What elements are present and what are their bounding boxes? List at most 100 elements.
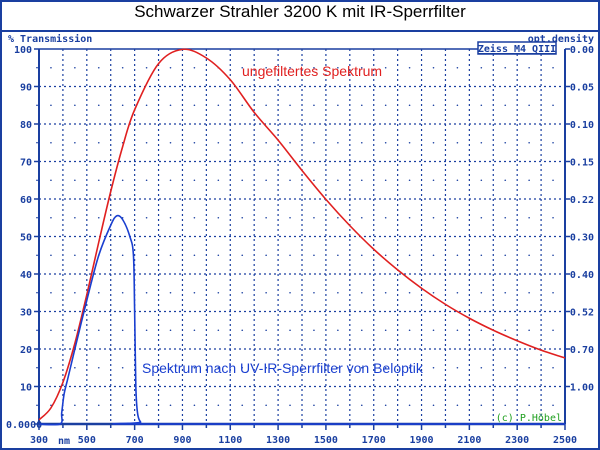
grid-dot (456, 104, 459, 107)
grid-dot (145, 291, 148, 294)
grid-dot (145, 216, 148, 219)
grid-dot (145, 404, 148, 407)
grid-dot (456, 66, 459, 69)
grid-dot (504, 404, 507, 407)
grid-dot (360, 366, 363, 369)
grid-dot (360, 66, 363, 69)
grid-dot (456, 291, 459, 294)
grid-dot (193, 179, 196, 182)
grid-dot (480, 291, 483, 294)
grid-dot (50, 179, 52, 182)
grid-dot (504, 366, 507, 369)
grid-dot (193, 291, 196, 294)
x-tick-label: 300 (30, 435, 48, 446)
grid-dot (121, 104, 124, 107)
grid-dot (384, 66, 387, 69)
y-tick-label: 100 (14, 45, 32, 56)
y2-tick-label: 0.00 (570, 45, 594, 56)
instrument-box (477, 41, 557, 55)
grid-dot (74, 216, 76, 219)
grid-dot (456, 179, 459, 182)
grid-dot (480, 141, 483, 144)
grid-dot (313, 404, 315, 407)
grid-dot (97, 216, 100, 219)
grid-dot (193, 366, 196, 369)
grid-dot (480, 404, 483, 407)
grid-dot (384, 104, 387, 107)
grid-dot (169, 254, 172, 257)
grid-dot (552, 329, 554, 332)
y2-tick-label: 0.52 (570, 308, 594, 319)
grid-dot (456, 366, 459, 369)
grid-dot (384, 291, 387, 294)
grid-dot (432, 141, 435, 144)
legend-filtered: Spektrum nach UV-IR-Sperrfilter von Belo… (142, 360, 424, 376)
grid-dot (50, 254, 52, 257)
grid-dot (145, 179, 148, 182)
grid-dot (528, 179, 530, 182)
grid-dot (456, 216, 459, 219)
y-tick-label: 30 (20, 308, 32, 319)
grid-dot (552, 366, 554, 369)
y2-tick-label: 0.30 (570, 233, 594, 244)
grid-dot (121, 291, 124, 294)
grid-dot (193, 66, 196, 69)
grid-dot (265, 366, 267, 369)
grid-dot (265, 329, 267, 332)
grid-dot (313, 366, 315, 369)
grid-dot (265, 404, 267, 407)
grid-dot (193, 254, 196, 257)
grid-dot (217, 366, 220, 369)
grid-dot (432, 216, 435, 219)
grid-dot (408, 254, 411, 257)
x-tick-label: 1900 (409, 435, 433, 446)
grid-dot (74, 254, 76, 257)
grid-dot (337, 291, 339, 294)
grid-dot (456, 404, 459, 407)
grid-dot (74, 329, 76, 332)
grid-dot (313, 291, 315, 294)
grid-dot (169, 179, 172, 182)
grid-dot (456, 141, 459, 144)
grid-dot (480, 104, 483, 107)
grid-dot (313, 254, 315, 257)
grid-dot (408, 104, 411, 107)
grid-dot (360, 404, 363, 407)
grid-dot (121, 366, 124, 369)
grid-dot (97, 104, 100, 107)
grid-dot (241, 104, 244, 107)
grid-dot (74, 179, 76, 182)
grid-dot (504, 66, 507, 69)
grid-dot (50, 404, 52, 407)
grid-dot (384, 141, 387, 144)
grid-dot (360, 254, 363, 257)
grid-dot (408, 291, 411, 294)
grid-dot (241, 254, 244, 257)
grid-dot (313, 66, 315, 69)
grid-dot (289, 66, 291, 69)
y2-tick-label: 1.00 (570, 383, 594, 394)
y-tick-label: 50 (20, 233, 32, 244)
grid-dot (432, 179, 435, 182)
grid-dot (384, 329, 387, 332)
grid-dot (289, 254, 291, 257)
grid-dot (97, 404, 100, 407)
x-tick-label: 1300 (266, 435, 290, 446)
instrument-label: Zeiss M4 QIII (478, 43, 556, 55)
grid-dot (552, 141, 554, 144)
grid-dot (241, 216, 244, 219)
x-tick-label: 1100 (218, 435, 242, 446)
grid-dot (265, 291, 267, 294)
grid-dot (241, 291, 244, 294)
grid-dot (193, 404, 196, 407)
y2-tick-label: 0.22 (570, 195, 594, 206)
chart-title: Schwarzer Strahler 3200 K mit IR-Sperrfi… (2, 2, 598, 32)
grid-dot (504, 179, 507, 182)
grid-dot (97, 141, 100, 144)
grid-dot (313, 179, 315, 182)
grid-dot (432, 104, 435, 107)
grid-dot (145, 141, 148, 144)
grid-dot (432, 329, 435, 332)
grid-dot (480, 216, 483, 219)
y-tick-label: 80 (20, 120, 32, 131)
